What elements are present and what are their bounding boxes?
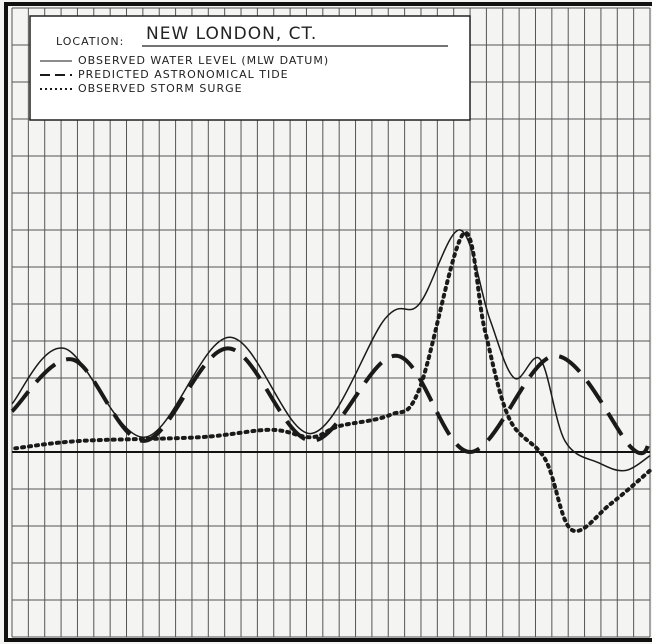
plot	[10, 229, 652, 534]
location: NEW LONDON, CT.	[146, 24, 317, 44]
legend-label: OBSERVED STORM SURGE	[78, 82, 243, 95]
legend: LOCATION: NEW LONDON, CT.	[29, 15, 471, 121]
legend-box	[29, 15, 471, 121]
legend-label: OBSERVED WATER LEVEL (MLW DATUM)	[78, 54, 329, 67]
frame	[4, 2, 652, 642]
series-line	[10, 346, 652, 456]
series-line	[11, 229, 651, 472]
legend-heading: LOCATION:	[56, 35, 124, 48]
series-line	[13, 230, 652, 534]
legend-label: PREDICTED ASTRONOMICAL TIDE	[78, 68, 289, 81]
